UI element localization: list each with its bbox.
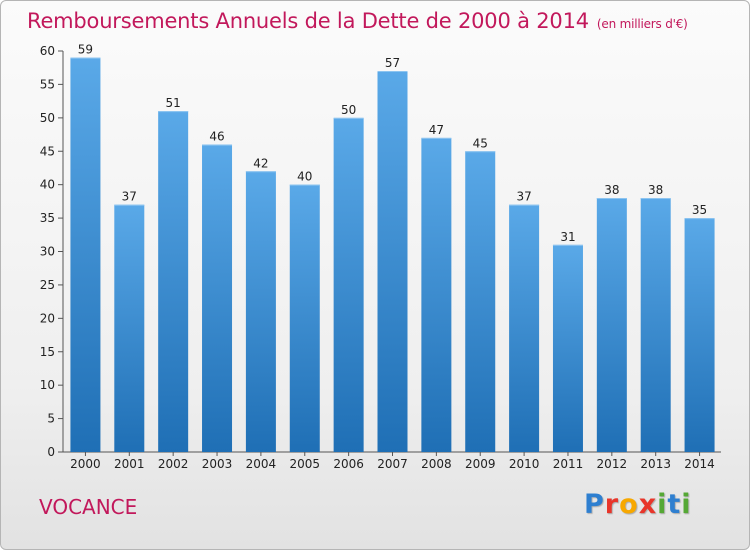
- bar-value-label: 37: [516, 190, 531, 204]
- x-tick-label: 2011: [553, 457, 584, 471]
- logo-letter: i: [657, 489, 668, 520]
- y-tick-label: 60: [40, 44, 55, 58]
- bar: [509, 204, 540, 452]
- bar: [245, 171, 276, 453]
- x-tick-label: 2012: [597, 457, 628, 471]
- y-tick-label: 15: [40, 345, 55, 359]
- bar: [421, 137, 452, 452]
- chart-title: Remboursements Annuels de la Dette de 20…: [27, 9, 688, 33]
- logo-letter: i: [681, 489, 692, 520]
- proxiti-logo: Proxiti: [584, 489, 692, 520]
- y-tick-label: 0: [47, 445, 55, 459]
- bar-value-label: 47: [429, 123, 444, 137]
- bar-value-label: 38: [648, 183, 663, 197]
- bar-value-label: 38: [604, 183, 619, 197]
- bar: [333, 117, 364, 452]
- y-tick-label: 30: [40, 245, 55, 259]
- bar: [202, 144, 233, 453]
- bar: [465, 151, 496, 452]
- bar-value-label: 37: [122, 190, 137, 204]
- bar-value-label: 35: [692, 203, 707, 217]
- chart-title-text: Remboursements Annuels de la Dette de 20…: [27, 9, 589, 33]
- bar: [596, 198, 627, 452]
- bar-value-label: 51: [166, 96, 181, 110]
- x-tick-label: 2008: [421, 457, 452, 471]
- bar: [377, 71, 408, 453]
- commune-name: VOCANCE: [39, 495, 138, 519]
- y-tick-label: 20: [40, 311, 55, 325]
- bar: [114, 204, 145, 452]
- bar: [289, 184, 320, 452]
- y-tick-label: 5: [47, 412, 55, 426]
- logo-letter: P: [584, 489, 605, 520]
- x-tick-label: 2000: [70, 457, 101, 471]
- bar: [158, 111, 189, 453]
- y-tick-label: 55: [40, 77, 55, 91]
- logo-letter: x: [638, 489, 658, 520]
- x-tick-label: 2004: [246, 457, 277, 471]
- x-tick-label: 2006: [333, 457, 364, 471]
- x-tick-label: 2001: [114, 457, 145, 471]
- chart-subtitle: (en milliers d'€): [596, 17, 688, 31]
- y-tick-label: 25: [40, 278, 55, 292]
- x-tick-label: 2013: [640, 457, 671, 471]
- y-tick-label: 10: [40, 378, 55, 392]
- x-tick-label: 2010: [509, 457, 540, 471]
- bar-value-label: 46: [209, 130, 224, 144]
- bar-value-label: 59: [78, 43, 93, 57]
- bar-value-label: 31: [560, 230, 575, 244]
- logo-letter: o: [619, 489, 639, 520]
- x-tick-label: 2007: [377, 457, 408, 471]
- y-tick-label: 35: [40, 211, 55, 225]
- x-tick-label: 2002: [158, 457, 189, 471]
- x-tick-label: 2003: [202, 457, 233, 471]
- bar-value-label: 45: [473, 136, 488, 150]
- x-tick-label: 2009: [465, 457, 496, 471]
- bar-value-label: 50: [341, 103, 356, 117]
- bar: [684, 218, 715, 452]
- bar: [70, 57, 101, 452]
- logo-letter: r: [604, 489, 620, 520]
- y-tick-label: 45: [40, 144, 55, 158]
- bar: [552, 244, 583, 452]
- bar-value-label: 42: [253, 156, 268, 170]
- y-tick-label: 50: [40, 111, 55, 125]
- x-tick-label: 2005: [289, 457, 320, 471]
- bar: [640, 198, 671, 452]
- logo-letter: t: [667, 489, 682, 520]
- bar-value-label: 57: [385, 56, 400, 70]
- y-tick-label: 40: [40, 178, 55, 192]
- x-tick-label: 2014: [684, 457, 715, 471]
- bar-value-label: 40: [297, 170, 312, 184]
